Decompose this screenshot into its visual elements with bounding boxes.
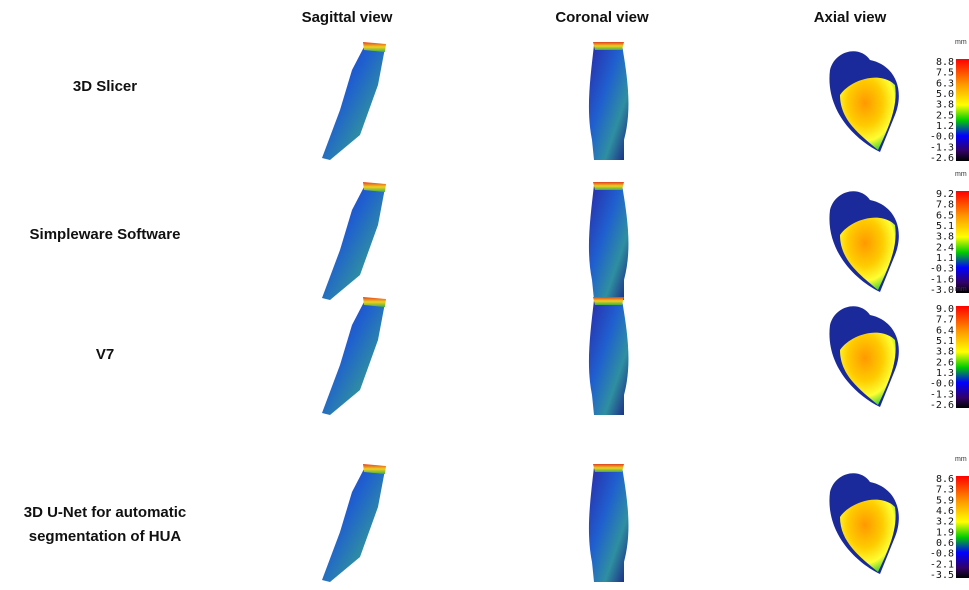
colorbar-tick: -2.6 [930, 153, 954, 164]
coronal-render [589, 300, 629, 415]
colorbar-tick: -1.6 [930, 274, 954, 285]
colorbar [956, 476, 969, 578]
colorbar-tick: -2.1 [930, 559, 954, 570]
coronal-render [589, 45, 629, 160]
coronal-rim [593, 42, 624, 50]
column-header: Sagittal view [302, 9, 393, 26]
colorbar-tick: -0.8 [930, 549, 954, 560]
colorbar-tick: 9.2 [936, 189, 954, 200]
colorbar-tick: 8.8 [936, 57, 954, 68]
coronal-rim [593, 297, 624, 305]
colorbar-tick: 1.1 [936, 253, 954, 264]
colorbar-unit: mm [955, 286, 967, 293]
colorbar-tick: 6.4 [936, 325, 954, 336]
colorbar-tick: 3.8 [936, 232, 954, 243]
colorbar-unit: mm [955, 39, 967, 46]
axial-core [840, 218, 896, 290]
colorbar-tick: -1.3 [930, 142, 954, 153]
axial-core [840, 500, 896, 572]
colorbar-tick: 5.0 [936, 89, 954, 100]
colorbar-tick: 0.6 [936, 538, 954, 549]
colorbar-tick: 4.6 [936, 506, 954, 517]
colorbar-tick: 6.5 [936, 210, 954, 221]
colorbar-tick: 7.7 [936, 315, 954, 326]
coronal-rim [593, 182, 624, 190]
colorbar-tick: 7.3 [936, 485, 954, 496]
column-header: Axial view [814, 9, 887, 26]
colorbar-tick: -3.0 [930, 285, 954, 296]
sagittal-render [322, 467, 385, 582]
colorbar-tick: 5.1 [936, 336, 954, 347]
coronal-render [589, 467, 629, 582]
colorbar-tick: -0.0 [930, 379, 954, 390]
colorbar [956, 306, 969, 408]
row-label: 3D U-Net for automatic [24, 504, 187, 521]
colorbar-tick: 7.8 [936, 200, 954, 211]
sagittal-render [322, 45, 385, 160]
sagittal-render [322, 185, 385, 300]
colorbar-tick: 2.4 [936, 242, 954, 253]
coronal-render [589, 185, 629, 300]
row-label: segmentation of HUA [29, 528, 182, 545]
colorbar-tick: 1.2 [936, 121, 954, 132]
colorbar-tick: 8.6 [936, 474, 954, 485]
colorbar-tick: 1.9 [936, 527, 954, 538]
colorbar-unit: mm [955, 171, 967, 178]
colorbar-tick: 3.2 [936, 517, 954, 528]
colorbar-tick: -2.6 [930, 400, 954, 411]
colorbar-tick: -0.0 [930, 132, 954, 143]
colorbar-tick: 2.5 [936, 110, 954, 121]
colorbar-tick: 9.0 [936, 304, 954, 315]
colorbar-tick: 5.1 [936, 221, 954, 232]
sagittal-render [322, 300, 385, 415]
axial-core [840, 78, 896, 150]
figure: Sagittal view Coronal view Axial view 3D Sl… [0, 0, 969, 590]
row-label: Simpleware Software [30, 226, 181, 243]
row-label: V7 [96, 346, 114, 363]
colorbar-tick: -1.3 [930, 389, 954, 400]
coronal-rim [593, 464, 624, 472]
colorbar-tick: 3.8 [936, 100, 954, 111]
row-label: 3D Slicer [73, 78, 137, 95]
colorbar-tick: -0.3 [930, 264, 954, 275]
colorbar-tick: 6.3 [936, 78, 954, 89]
colorbar-tick: 3.8 [936, 347, 954, 358]
colorbar [956, 191, 969, 293]
colorbar-tick: -3.5 [930, 570, 954, 581]
colorbar-tick: 1.3 [936, 368, 954, 379]
column-header: Coronal view [555, 9, 649, 26]
colorbar-tick: 2.6 [936, 357, 954, 368]
colorbar [956, 59, 969, 161]
axial-core [840, 333, 896, 405]
colorbar-tick: 5.9 [936, 495, 954, 506]
colorbar-unit: mm [955, 456, 967, 463]
colorbar-tick: 7.5 [936, 68, 954, 79]
